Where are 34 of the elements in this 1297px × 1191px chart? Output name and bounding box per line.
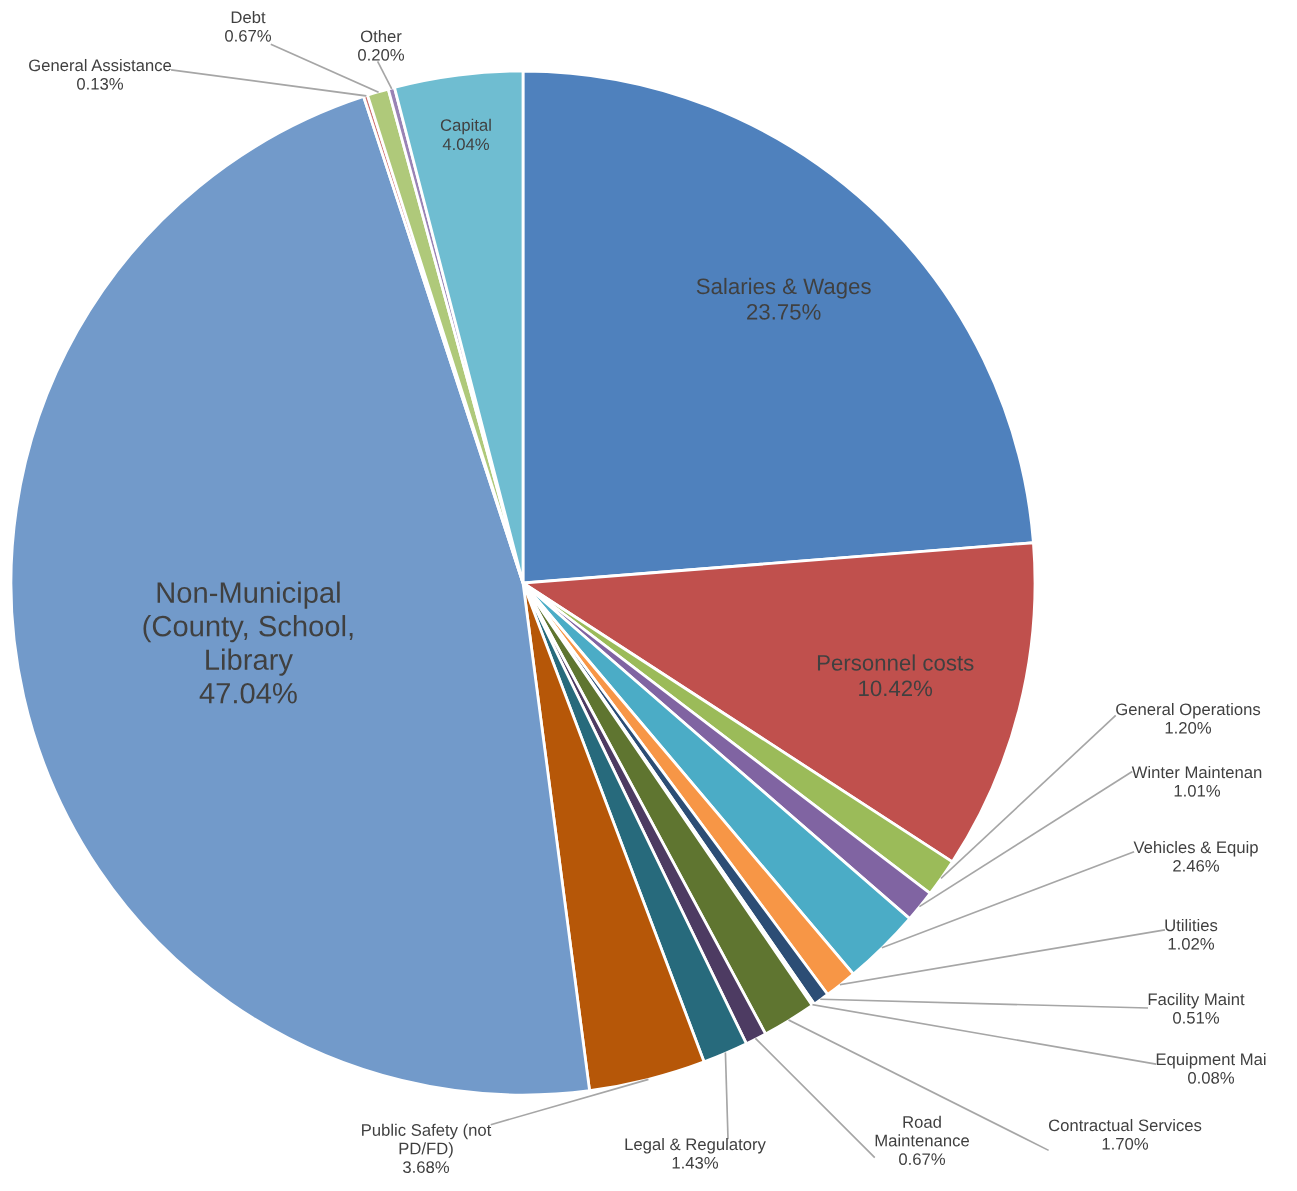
data-label: 10.42% [859,680,933,697]
data-label: 4.04% [442,138,490,151]
data-label: 1.02% [1168,937,1215,950]
data-label: 0.51% [1173,1011,1220,1024]
slice-label: Road Maintenance [875,1115,969,1147]
data-label: 1.70% [1102,1137,1149,1150]
data-label: 0.13% [77,77,124,90]
data-label: 1.20% [1165,721,1212,734]
slice-label: Facility Maint [1148,992,1245,1009]
slice-label: Salaries & Wages [696,277,871,299]
data-label: 0.67% [899,1153,946,1166]
slice-label: Equipment Mai [1156,1052,1266,1069]
data-label: 1.01% [1174,784,1221,797]
data-label: 0.67% [225,29,272,42]
slice-label: Legal & Regulatory [625,1137,766,1154]
slice-label: Public Safety (not PD/FD) [362,1123,492,1158]
slice-label: Contractual Services [1048,1118,1202,1132]
data-label: 0.20% [358,48,405,61]
data-label: 3.68% [403,1161,450,1174]
data-label: 23.75% [747,304,821,320]
slice-label: General Operations [1116,702,1261,719]
slice-label: Capital [440,118,491,135]
slice-label: General Assistance [29,58,172,72]
slice-label: Debt [231,10,266,24]
slice-label: Vehicles & Equip [1133,840,1258,857]
slice-label: Other [360,29,402,43]
slice-label: Non-Municipal (County, School, Library [143,581,353,676]
data-label: 0.08% [1188,1071,1235,1084]
slice-label: Personnel costs [817,654,974,671]
data-label: 47.04% [199,682,297,704]
data-label: 2.46% [1173,859,1220,872]
data-label: 1.43% [672,1156,719,1169]
slice-label: Winter Maintenan [1131,765,1262,779]
slice-label: Utilities [1165,918,1218,932]
